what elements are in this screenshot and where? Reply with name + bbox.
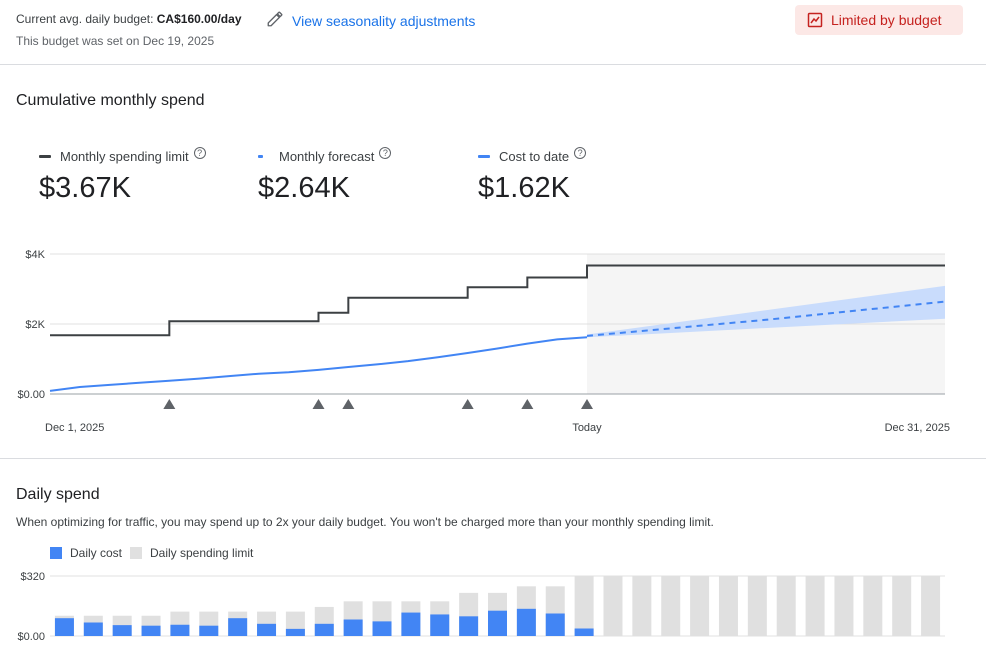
- daily-cost-bar: [401, 612, 421, 636]
- help-icon[interactable]: ?: [379, 147, 392, 159]
- limited-by-budget-label: Limited by budget: [831, 12, 942, 28]
- daily-limit-bar: [632, 576, 652, 636]
- help-icon[interactable]: ?: [574, 147, 587, 159]
- cumulative-spend-title: Cumulative monthly spend: [16, 92, 205, 109]
- daily-cost-swatch: [50, 547, 62, 559]
- daily-cost-bar: [141, 625, 161, 636]
- daily-cost-bar: [545, 613, 565, 636]
- daily-cost-bar: [459, 616, 479, 636]
- forecast-swatch: [258, 154, 263, 158]
- x-tick-label: Today: [572, 422, 602, 434]
- budget-change-marker: [581, 399, 593, 409]
- daily-limit-bar: [892, 576, 912, 636]
- metric-label: Cost to date: [499, 148, 570, 164]
- pencil-icon[interactable]: [266, 10, 284, 28]
- line-chart-icon: [807, 12, 823, 28]
- daily-limit-bar: [718, 576, 738, 636]
- forecast-line: [586, 300, 946, 337]
- budget-change-marker: [163, 399, 176, 409]
- legend-daily-limit: Daily spending limit: [130, 546, 253, 560]
- budget-label: Current avg. daily budget:: [16, 12, 154, 26]
- y-tick-label: $320: [21, 571, 45, 583]
- budget-summary: Current avg. daily budget: CA$160.00/day: [16, 12, 242, 26]
- metric-spending-limit: Monthly spending limit ? $3.67K: [39, 146, 206, 205]
- daily-spend-chart: $320 $0.00: [17, 571, 945, 643]
- daily-cost-bar: [83, 622, 103, 636]
- daily-limit-swatch: [130, 547, 142, 559]
- budget-value: CA$160.00/day: [156, 12, 242, 26]
- budget-set-date: This budget was set on Dec 19, 2025: [16, 34, 215, 48]
- daily-limit-bar: [863, 576, 883, 636]
- daily-limit-bar: [834, 576, 854, 636]
- spending-limit-line: [50, 264, 945, 337]
- daily-limit-bar: [690, 576, 710, 636]
- daily-cost-bar: [112, 625, 132, 636]
- metric-value: $3.67K: [39, 172, 131, 204]
- budget-change-marker: [312, 399, 325, 409]
- metric-label: Monthly spending limit: [60, 148, 189, 164]
- daily-cost-bar: [343, 619, 363, 636]
- daily-cost-bar: [488, 610, 507, 636]
- cost-to-date-swatch: [478, 154, 490, 158]
- daily-spend-description: When optimizing for traffic, you may spe…: [16, 515, 714, 529]
- budget-change-marker: [342, 399, 355, 409]
- y-tick-label: $4K: [25, 249, 45, 261]
- budget-change-marker: [461, 399, 474, 409]
- y-tick-label: $0.00: [17, 389, 45, 401]
- budget-header: Current avg. daily budget: CA$160.00/day…: [0, 0, 986, 65]
- seasonality-link[interactable]: View seasonality adjustments: [292, 13, 476, 29]
- daily-spend-title: Daily spend: [16, 486, 100, 503]
- daily-limit-bar: [921, 576, 941, 636]
- daily-cost-bar: [257, 623, 277, 636]
- daily-cost-bar: [430, 614, 450, 636]
- daily-cost-bar: [228, 618, 248, 636]
- metric-value: $2.64K: [258, 172, 350, 204]
- daily-cost-bar: [285, 628, 305, 636]
- cost-to-date-line: [49, 336, 588, 392]
- daily-cost-bar: [170, 624, 190, 636]
- daily-cost-bar: [54, 618, 74, 636]
- daily-limit-bar: [603, 576, 623, 636]
- spending-limit-swatch: [39, 154, 51, 158]
- metric-cost-to-date: Cost to date ? $1.62K: [478, 146, 587, 205]
- legend-daily-cost: Daily cost: [50, 546, 122, 560]
- help-icon[interactable]: ?: [193, 147, 206, 159]
- daily-limit-bar: [747, 576, 767, 636]
- daily-cost-bar: [516, 608, 536, 636]
- forecast-band: [587, 285, 945, 338]
- limited-by-budget-badge[interactable]: Limited by budget: [795, 5, 963, 35]
- x-tick-label: Dec 1, 2025: [45, 422, 104, 434]
- x-tick-label: Dec 31, 2025: [885, 422, 950, 434]
- daily-limit-bar: [776, 576, 796, 636]
- metric-monthly-forecast: Monthly forecast ? $2.64K: [258, 146, 392, 205]
- metric-label: Monthly forecast: [279, 148, 375, 164]
- cumulative-spend-chart: $4K $2K $0.00 Dec 1, 2025 Today Dec 31, …: [17, 249, 950, 434]
- daily-limit-bar: [661, 576, 681, 636]
- daily-cost-bar: [372, 621, 392, 636]
- daily-cost-bar: [199, 625, 219, 636]
- budget-change-marker: [521, 399, 534, 409]
- legend-label: Daily cost: [70, 546, 123, 560]
- daily-cost-bar: [314, 623, 334, 636]
- section-divider: [0, 458, 986, 459]
- daily-limit-bar: [805, 576, 825, 636]
- daily-cost-bar: [574, 628, 594, 636]
- legend-label: Daily spending limit: [150, 546, 254, 560]
- daily-limit-bar: [574, 576, 594, 636]
- metric-value: $1.62K: [478, 172, 570, 204]
- y-tick-label: $0.00: [17, 631, 45, 643]
- y-tick-label: $2K: [25, 319, 45, 331]
